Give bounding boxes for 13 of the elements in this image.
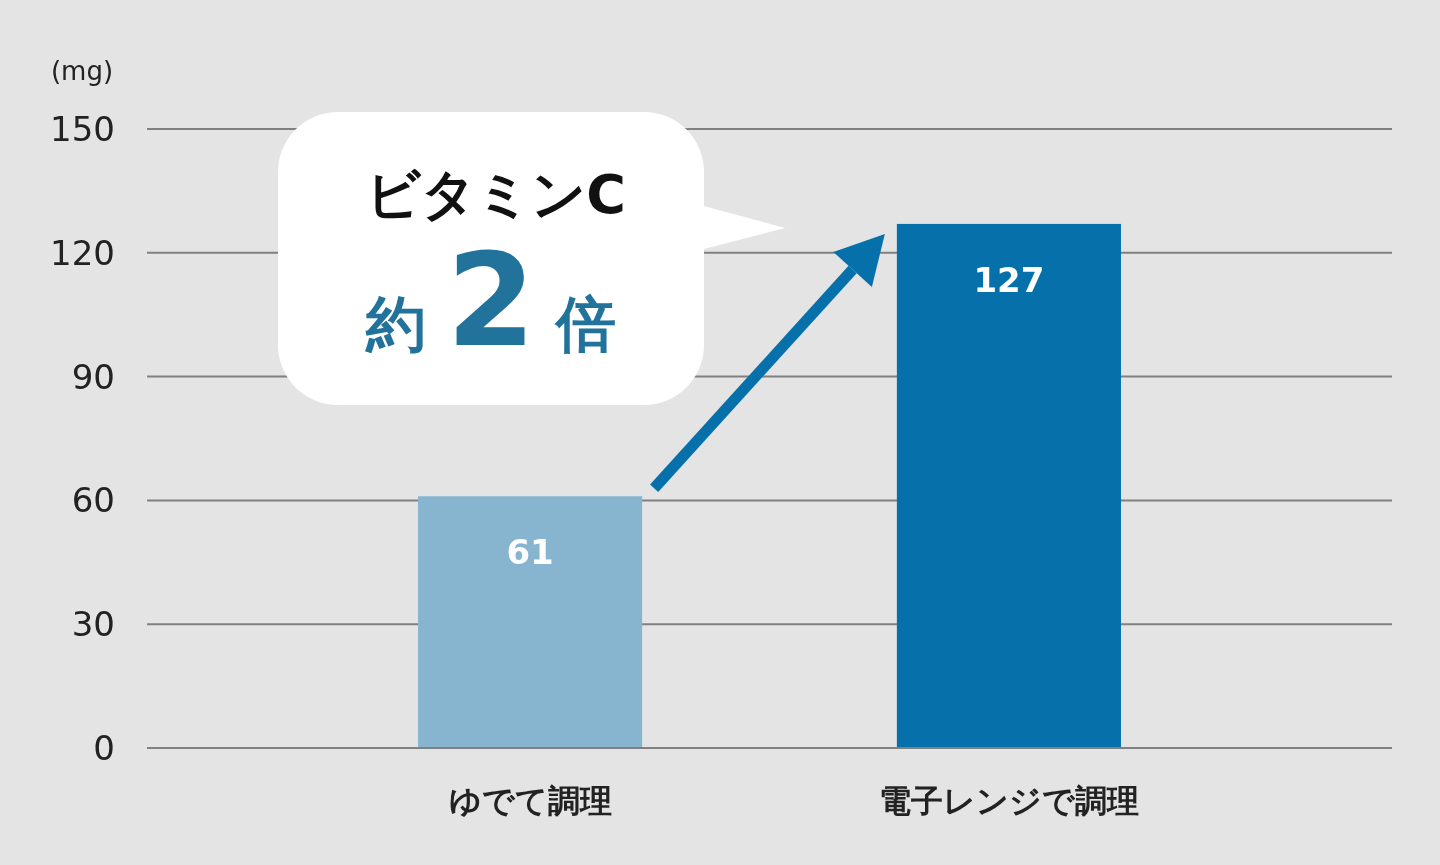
data-label: 127 bbox=[973, 259, 1045, 300]
x-tick-label: ゆでて調理 bbox=[448, 782, 612, 820]
y-tick-label: 0 bbox=[93, 728, 115, 768]
y-tick-label: 120 bbox=[50, 232, 115, 273]
y-tick-label: 30 bbox=[71, 604, 115, 645]
x-tick-label: 電子レンジで調理 bbox=[878, 782, 1139, 820]
annotation: 約 2 倍 bbox=[364, 226, 617, 375]
y-tick-label: 60 bbox=[71, 480, 115, 521]
data-label: 61 bbox=[506, 532, 554, 573]
y-axis-title: (mg) bbox=[50, 56, 114, 86]
annotation: ビタミンC bbox=[366, 163, 626, 226]
y-tick-label: 150 bbox=[50, 109, 115, 149]
y-tick-label: 90 bbox=[71, 356, 115, 397]
